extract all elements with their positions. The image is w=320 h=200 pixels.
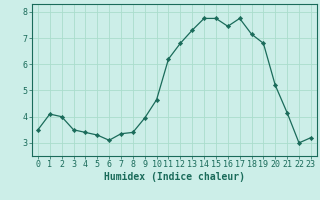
X-axis label: Humidex (Indice chaleur): Humidex (Indice chaleur) <box>104 172 245 182</box>
